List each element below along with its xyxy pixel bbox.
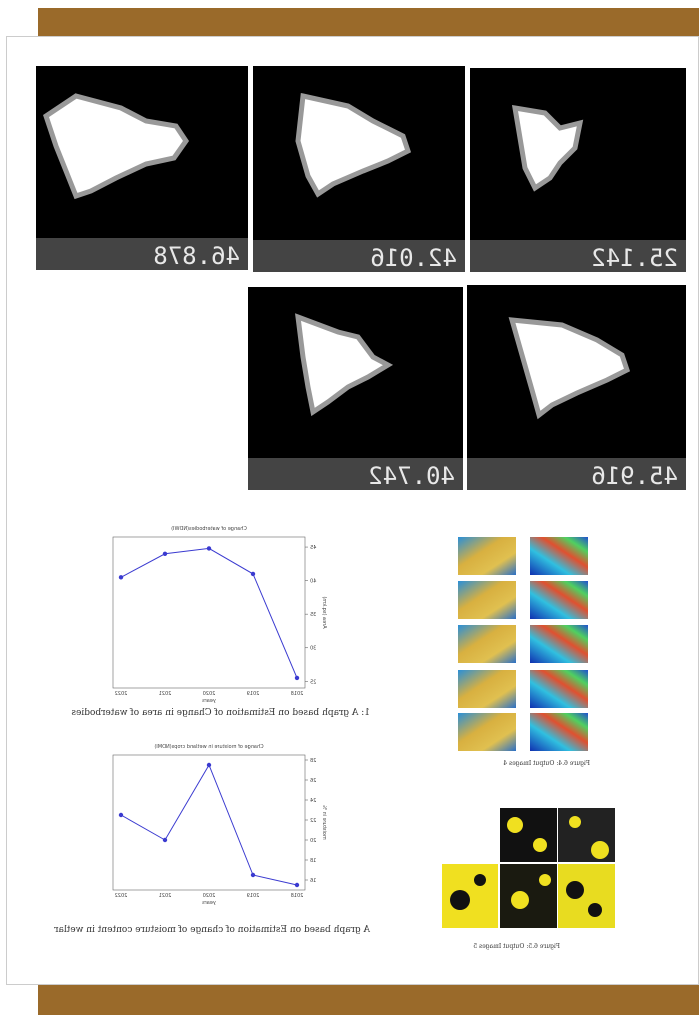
caption: Figure 6.5: Output Images 5: [473, 943, 560, 950]
data-point: [119, 575, 123, 579]
y-tick-label: 35: [310, 612, 316, 618]
tile-label: 45.916: [591, 462, 678, 490]
page: 46.878 42.016 25.142 40.742 45.916 Change of…: [0, 0, 699, 1017]
y-tick-label: 16: [310, 878, 316, 884]
y-tick-label: 40: [310, 579, 316, 585]
tile-label: 25.142: [591, 244, 678, 272]
y-tick-label: 26: [310, 778, 316, 784]
satellite-tile: 42.016: [253, 66, 465, 272]
x-tick-label: 2021: [159, 893, 172, 899]
x-axis-label: years: [202, 698, 216, 704]
y-axis-label: Area (sq.km): [321, 596, 327, 628]
header-bar: [38, 8, 699, 36]
caption: A graph based on Estimation of change of…: [53, 925, 371, 935]
x-tick-label: 2020: [203, 691, 216, 697]
satellite-tile: 45.916: [467, 285, 686, 490]
tile-label: 40.742: [368, 462, 455, 490]
satellite-tile: 46.878: [36, 66, 248, 270]
y-tick-label: 18: [310, 858, 316, 864]
x-tick-label: 2022: [115, 893, 128, 899]
x-axis-label: years: [202, 900, 216, 906]
chart-title: Change of moisture in wetland crops(NDMI…: [154, 744, 263, 750]
y-tick-label: 25: [310, 679, 316, 685]
x-tick-label: 2018: [291, 893, 304, 899]
footer-bar: [38, 985, 699, 1015]
tile-label: 42.016: [370, 244, 457, 272]
x-tick-label: 2019: [247, 691, 260, 697]
tile-label: 46.878: [153, 242, 240, 270]
x-tick-label: 2018: [291, 691, 304, 697]
x-tick-label: 2019: [247, 893, 260, 899]
y-tick-label: 20: [310, 838, 316, 844]
data-point: [119, 813, 123, 817]
data-point: [295, 676, 299, 680]
caption: 1: A graph based on Estimation of Change…: [71, 708, 370, 718]
x-tick-label: 2022: [115, 691, 128, 697]
y-tick-label: 22: [310, 818, 316, 824]
data-point: [207, 763, 211, 767]
y-tick-label: 45: [310, 545, 316, 551]
data-point: [251, 873, 255, 877]
data-point: [295, 883, 299, 887]
y-tick-label: 28: [310, 758, 316, 764]
y-axis-label: moisture in %: [321, 805, 327, 840]
x-tick-label: 2021: [159, 691, 172, 697]
data-point: [251, 572, 255, 576]
x-tick-label: 2020: [203, 893, 216, 899]
satellite-tile: 25.142: [470, 68, 686, 272]
caption: Figure 6.4: Output Images 4: [503, 760, 590, 767]
data-point: [163, 838, 167, 842]
chart-title: Change of waterbodies(NDWI): [171, 526, 247, 532]
y-tick-label: 30: [310, 646, 316, 652]
satellite-tile: 40.742: [248, 287, 463, 490]
data-point: [163, 552, 167, 556]
y-tick-label: 24: [310, 798, 316, 804]
data-point: [207, 546, 211, 550]
